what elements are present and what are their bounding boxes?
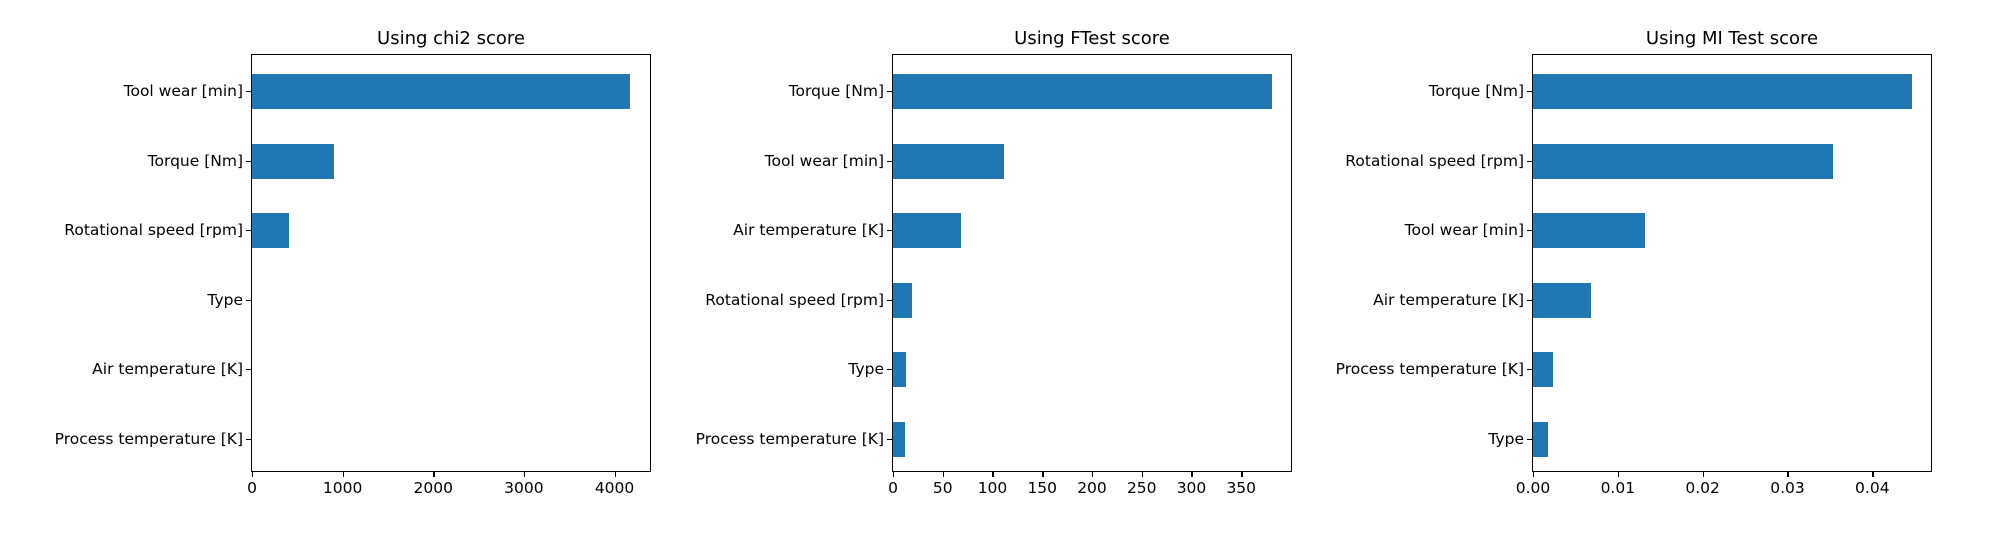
- chart-title: Using FTest score: [1014, 28, 1170, 49]
- x-tick-label: 1000: [322, 479, 363, 497]
- x-tick: [1091, 471, 1094, 477]
- x-tick-label: 300: [1176, 479, 1207, 497]
- y-tick-label: Rotational speed [rpm]: [705, 291, 884, 309]
- y-tick: [246, 230, 252, 232]
- y-tick: [1527, 300, 1533, 302]
- x-tick-label: 3000: [504, 479, 544, 497]
- x-tick-label: 0: [888, 479, 898, 497]
- x-tick: [1042, 471, 1044, 477]
- x-tick: [1141, 471, 1144, 477]
- y-tick: [887, 91, 893, 93]
- x-tick: [614, 471, 616, 477]
- x-tick: [1702, 471, 1704, 477]
- y-tick-label: Process temperature [K]: [54, 430, 243, 448]
- x-tick: [942, 471, 945, 477]
- y-tick-label: Torque [Nm]: [147, 152, 243, 170]
- x-tick: [523, 471, 526, 477]
- y-tick-label: Rotational speed [rpm]: [1345, 152, 1524, 170]
- bar: [1533, 73, 1913, 109]
- y-tick: [246, 439, 252, 441]
- x-tick-label: 0.02: [1685, 479, 1720, 497]
- ftest-score-chart: Using FTest score Torque [Nm] Tool wear […: [696, 28, 1292, 497]
- y-tick-label: Type: [848, 360, 884, 378]
- y-tick: [1527, 230, 1533, 232]
- chart-title: Using MI Test score: [1645, 28, 1819, 49]
- bar: [1533, 351, 1554, 387]
- y-tick-label: Torque [Nm]: [788, 82, 884, 100]
- y-tick: [1527, 439, 1533, 441]
- bar: [1533, 143, 1834, 179]
- x-tick-label: 100: [977, 479, 1008, 497]
- x-tick-label: 200: [1077, 479, 1107, 497]
- y-tick: [887, 161, 893, 163]
- x-tick: [1787, 471, 1789, 477]
- x-tick: [1241, 471, 1243, 477]
- x-tick-label: 4000: [594, 479, 635, 497]
- y-tick-label: Air temperature [K]: [1373, 291, 1524, 309]
- y-tick-label: Torque [Nm]: [1428, 82, 1524, 100]
- x-tick-label: 0.00: [1515, 479, 1551, 497]
- y-tick: [1527, 369, 1533, 371]
- x-tick-label: 0: [247, 479, 257, 497]
- x-tick: [433, 471, 435, 477]
- plot-area: Torque [Nm] Rotational speed [rpm] Tool we…: [1336, 54, 1932, 497]
- y-tick-label: Process temperature [K]: [1335, 360, 1524, 378]
- x-tick-label: 50: [932, 479, 953, 497]
- y-tick-label: Tool wear [min]: [764, 152, 884, 170]
- y-tick: [1527, 91, 1533, 93]
- y-tick-label: Rotational speed [rpm]: [64, 221, 243, 239]
- y-tick: [246, 369, 252, 371]
- x-tick: [342, 471, 344, 477]
- bar: [252, 143, 335, 179]
- y-tick: [887, 300, 893, 302]
- x-tick-label: 0.03: [1770, 479, 1805, 497]
- bar: [1533, 421, 1549, 457]
- bar: [893, 421, 905, 457]
- bar: [893, 351, 906, 387]
- y-tick: [887, 230, 893, 232]
- y-tick: [246, 161, 252, 163]
- bar: [1533, 282, 1591, 318]
- y-tick-label: Process temperature [K]: [695, 430, 884, 448]
- bar: [893, 73, 1273, 109]
- x-tick-label: 0.01: [1600, 479, 1636, 497]
- y-tick-label: Tool wear [min]: [123, 82, 243, 100]
- y-tick-label: Air temperature [K]: [733, 221, 884, 239]
- chart-title: Using chi2 score: [377, 28, 525, 49]
- chi2-score-chart: Using chi2 score Tool wear [min] Torque […: [0, 0, 667, 535]
- y-tick: [246, 91, 252, 93]
- x-tick-label: 350: [1226, 479, 1257, 497]
- x-tick-label: 250: [1126, 479, 1157, 497]
- bar: [893, 282, 912, 318]
- x-tick-label: 150: [1027, 479, 1058, 497]
- y-tick: [1527, 161, 1533, 163]
- y-tick-label: Type: [207, 291, 243, 309]
- y-tick: [887, 369, 893, 371]
- bar: [1533, 212, 1645, 248]
- plot-area: Torque [Nm] Tool wear [min] Air temperatur…: [696, 54, 1292, 497]
- x-tick: [1533, 471, 1535, 477]
- y-tick-label: Air temperature [K]: [92, 360, 243, 378]
- x-tick: [1191, 471, 1193, 477]
- x-tick: [1872, 471, 1874, 477]
- x-tick: [992, 471, 994, 477]
- x-tick: [893, 471, 895, 477]
- y-tick-label: Type: [1488, 430, 1524, 448]
- bar: [893, 212, 961, 248]
- bar: [252, 73, 631, 109]
- x-tick-label: 2000: [413, 479, 453, 497]
- y-tick: [887, 439, 893, 441]
- x-tick: [252, 471, 254, 477]
- plot-area: Tool wear [min] Torque [Nm] Rotational spe…: [55, 54, 651, 497]
- x-tick: [1617, 471, 1620, 477]
- y-tick: [246, 300, 252, 302]
- y-tick-label: Tool wear [min]: [1404, 221, 1524, 239]
- x-tick-label: 0.04: [1855, 479, 1890, 497]
- bar: [893, 143, 1005, 179]
- bar: [252, 212, 289, 248]
